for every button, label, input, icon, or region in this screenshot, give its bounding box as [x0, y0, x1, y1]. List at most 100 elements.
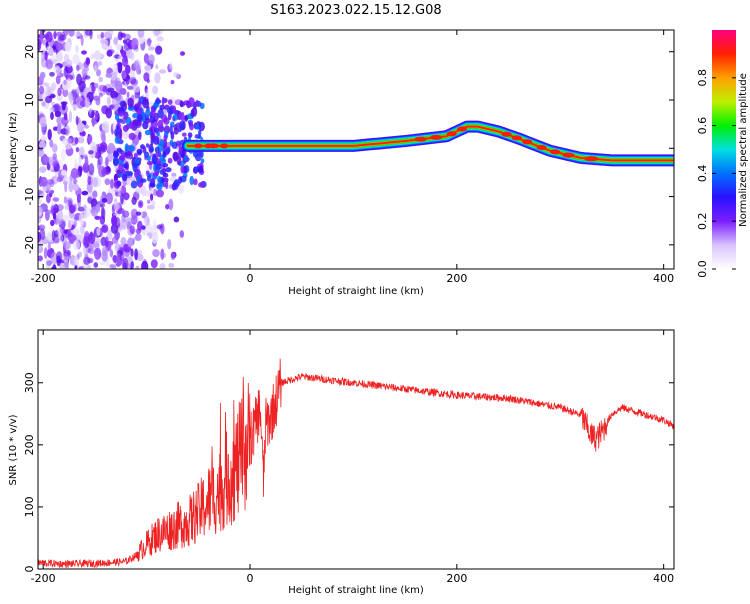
spectrogram-noise-blob [90, 111, 95, 119]
spectrogram-noise-blob [63, 79, 67, 86]
spectrogram-noise-blob [103, 44, 108, 49]
spectrogram-noise-blob [155, 171, 159, 176]
spectrogram-ridge-bead [194, 143, 203, 149]
spectrogram-noise-blob [173, 124, 178, 130]
spectrogram-noise-blob [127, 97, 134, 108]
spectrogram-noise-blob [74, 264, 78, 269]
spectrogram-noise-blob [147, 37, 152, 47]
spectrogram-noise-blob [50, 219, 55, 227]
spectrogram-noise-blob [85, 30, 93, 36]
spectrogram-noise-blob [178, 184, 184, 194]
spectrogram-noise-blob [138, 131, 142, 141]
spectrogram-noise-blob [123, 111, 129, 120]
spectrogram-noise-blob [53, 66, 62, 75]
spectrogram-noise-blob [137, 174, 141, 185]
spectrogram-noise-blob [74, 158, 78, 169]
spectrogram-noise-blob [132, 162, 138, 173]
spectrogram-noise-blob [73, 255, 79, 266]
spectrogram-noise-blob [116, 43, 122, 51]
spectrogram-noise-blob [173, 152, 178, 162]
spectrogram-noise-blob [129, 70, 136, 78]
spectrogram-noise-blob [194, 134, 201, 139]
spectrogram-noise-blob [119, 219, 123, 226]
snr-marks [38, 358, 674, 569]
spectrogram-noise-blob [88, 134, 93, 143]
spectrogram-noise-blob [40, 176, 48, 187]
spectrogram-noise-blob [126, 85, 135, 90]
spectrogram-noise-blob [160, 248, 165, 260]
spectrogram-noise-blob [39, 140, 46, 150]
spectrogram-plot-frame [37, 29, 675, 270]
spectrogram-noise-blob [156, 224, 163, 230]
spectrogram-noise-blob [47, 129, 52, 141]
spectrogram-noise-blob [112, 255, 120, 263]
spectrogram-noise-blob [122, 39, 127, 44]
spectrogram-noise-blob [121, 70, 127, 80]
spectrogram-noise-blob [189, 175, 194, 186]
spectrogram-noise-blob [101, 246, 108, 256]
spectrogram-noise-blob [40, 30, 44, 40]
spectrogram-noise-blob [49, 189, 55, 194]
spectrogram-noise-blob [180, 153, 185, 159]
snr-x-axis-label: Height of straight line (km) [288, 585, 424, 596]
spectrogram-noise-blob [146, 204, 155, 210]
spectrogram-noise-blob [39, 228, 46, 241]
spectrogram-noise-blob [53, 126, 59, 131]
spectrogram-noise-blob [165, 167, 172, 173]
spectrogram-noise-blob [90, 206, 99, 217]
spectrogram-noise-blob [59, 34, 67, 41]
spectrogram-noise-blob [168, 198, 174, 211]
spectrogram-noise-blob [154, 99, 162, 104]
spectrogram-noise-blob [96, 69, 101, 77]
spectrogram-noise-blob [198, 182, 205, 188]
spectrogram-noise-blob [118, 163, 124, 170]
spectrogram-noise-blob [55, 75, 61, 85]
spectrogram-noise-blob [57, 125, 62, 135]
spectrogram-noise-blob [144, 65, 152, 71]
spectrogram-noise-blob [45, 85, 52, 97]
spectrogram-noise-blob [173, 179, 180, 188]
spectrogram-ridge-bead [457, 126, 467, 132]
spectrogram-noise-blob [191, 106, 198, 117]
spectrogram-noise-blob [39, 166, 47, 173]
spectrogram-noise-blob [52, 264, 57, 269]
spectrogram-noise-blob [62, 138, 68, 145]
spectrogram-noise-blob [123, 42, 131, 51]
spectrogram-noise-blob [109, 249, 114, 258]
spectrogram-noise-blob [69, 95, 74, 103]
spectrogram-noise-blob [109, 104, 115, 109]
spectrogram-noise-blob [128, 171, 133, 177]
spectrogram-noise-blob [145, 143, 150, 148]
spectrogram-noise-blob [116, 250, 123, 257]
spectrogram-noise-blob [124, 143, 129, 153]
spectrogram-noise-blob [150, 193, 154, 201]
spectrogram-noise-blob [117, 61, 123, 74]
spectrogram-noise-blob [146, 160, 153, 166]
spectrogram-noise-blob [128, 132, 136, 141]
spectrogram-noise-blob [38, 92, 43, 102]
spectrogram-ridge-bead [562, 152, 575, 158]
spectrogram-noise-blob [154, 72, 161, 84]
spectrogram-noise-blob [121, 55, 129, 68]
spectrogram-noise-blob [101, 224, 109, 234]
spectrogram-noise-blob [143, 72, 150, 82]
snr-y-tick-label: 200 [23, 434, 36, 455]
spectrogram-noise-blob [129, 76, 137, 85]
spectrogram-noise-blob [122, 163, 129, 169]
spectrogram-noise-blob [150, 259, 158, 269]
spectrogram-noise-blob [49, 139, 54, 148]
spectrogram-noise-blob [56, 176, 63, 183]
spectrogram-noise-blob [118, 55, 123, 60]
colorbar-gradient [712, 30, 736, 269]
spectrogram-noise-blob [77, 206, 85, 212]
colorbar-tick-label: 0.2 [696, 212, 709, 230]
spectrogram-noise-blob [115, 77, 121, 89]
spectrogram-noise-blob [120, 153, 126, 162]
spectrogram-noise-blob [162, 172, 169, 178]
spectrogram-ridge-bead [414, 136, 427, 142]
spectrogram-noise-blob [91, 145, 99, 153]
spectrogram-noise-blob [113, 37, 118, 45]
spectrogram-noise-blob [195, 123, 200, 130]
spectrogram-noise-blob [72, 104, 78, 111]
spectrogram-noise-blob [193, 178, 198, 186]
